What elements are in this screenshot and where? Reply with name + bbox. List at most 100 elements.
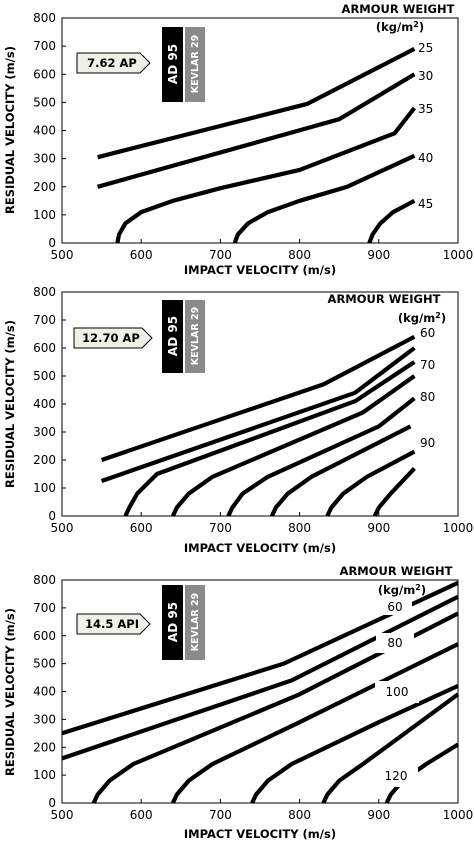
penetration-curve [232, 153, 416, 244]
frame-gap [320, 562, 474, 578]
kevlar-layer [185, 300, 205, 373]
ceramic-label: AD 95 [166, 602, 180, 642]
weight-label: 30 [418, 69, 433, 83]
ammunition-label: 7.62 AP [87, 56, 137, 70]
penetration-curve [61, 594, 459, 761]
weight-label: 70 [420, 358, 435, 372]
ammunition-tag-shape [76, 52, 151, 74]
y-tick-label: 400 [33, 124, 56, 138]
penetration-curve [250, 683, 459, 804]
weight-label: 35 [418, 102, 433, 116]
y-tick-label: 800 [33, 573, 56, 587]
kevlar-label: KEVLAR 29 [190, 307, 201, 365]
x-tick-label: 1000 [443, 808, 474, 822]
ammunition-tag: 7.62 AP [76, 52, 151, 74]
y-tick-label: 300 [33, 152, 56, 166]
legend-unit: (kg/m2) [398, 311, 446, 325]
x-tick-label: 700 [209, 808, 232, 822]
kevlar-layer [185, 27, 205, 102]
y-tick-label: 200 [33, 180, 56, 194]
ammunition-label: 12.70 AP [82, 331, 140, 345]
y-tick-label: 700 [33, 39, 56, 53]
y-tick-label: 500 [33, 657, 56, 671]
ammunition-tag: 12.70 AP [73, 327, 153, 349]
x-tick-label: 500 [51, 808, 74, 822]
chart-panel-14-5: 500 600 700 800 900 1000 0 100 200 300 400 500 600 7… [3, 562, 474, 841]
x-tick-label: 600 [130, 521, 153, 535]
x-tick-label: 900 [367, 248, 390, 262]
y-axis-label: RESIDUAL VELOCITY (m/s) [3, 46, 17, 214]
x-tick-label: 1000 [443, 248, 474, 262]
ammunition-tag-shape [73, 327, 153, 349]
armour-layers: AD 95 KEVLAR 29 [162, 300, 205, 373]
weight-label: 80 [420, 390, 435, 404]
x-tick-label: 700 [209, 521, 232, 535]
legend-title: ARMOUR WEIGHT [328, 292, 441, 306]
weight-label: 90 [420, 436, 435, 450]
penetration-curve [325, 449, 416, 517]
y-tick-label: 300 [33, 712, 56, 726]
penetration-curve [123, 360, 416, 517]
armour-layers: AD 95 KEVLAR 29 [162, 27, 205, 102]
x-tick-label: 500 [51, 521, 74, 535]
penetration-curve [170, 642, 459, 804]
weight-label: 25 [418, 41, 433, 55]
x-axis-label: IMPACT VELOCITY (m/s) [184, 827, 336, 841]
ammunition-tag: 14.5 API [76, 613, 151, 635]
weight-label: 100 [386, 685, 409, 699]
penetration-curve [100, 334, 416, 462]
chart-panel-7-62: 500 600 700 800 900 1000 0 100 200 300 400 500 600 7… [3, 0, 474, 277]
y-tick-label: 400 [33, 397, 56, 411]
penetration-curve [269, 424, 412, 517]
penetration-curve [372, 466, 416, 517]
y-tick-label: 800 [33, 11, 56, 25]
penetration-curve [91, 611, 459, 804]
kevlar-label: KEVLAR 29 [190, 35, 201, 93]
label-mask [375, 681, 419, 703]
weight-label: 40 [418, 151, 433, 165]
ceramic-label: AD 95 [166, 44, 180, 84]
legend-title: ARMOUR WEIGHT [342, 2, 455, 16]
y-tick-label: 500 [33, 369, 56, 383]
x-tick-label: 600 [130, 248, 153, 262]
y-tick-label: 100 [33, 768, 56, 782]
y-tick-label: 600 [33, 67, 56, 81]
x-tick-label: 800 [288, 521, 311, 535]
x-tick-label: 700 [209, 248, 232, 262]
y-tick-label: 500 [33, 95, 56, 109]
x-tick-label: 500 [51, 248, 74, 262]
frame-gap [300, 0, 474, 16]
x-tick-label: 900 [367, 521, 390, 535]
weight-label: 80 [387, 636, 402, 650]
y-tick-label: 400 [33, 685, 56, 699]
x-tick-label: 800 [288, 808, 311, 822]
armour-layers: AD 95 KEVLAR 29 [162, 585, 205, 660]
legend-title: ARMOUR WEIGHT [340, 564, 453, 578]
weight-label: 60 [420, 326, 435, 340]
ceramic-label: AD 95 [166, 316, 180, 356]
weight-labels: 25 30 35 40 45 [418, 41, 433, 211]
ceramic-layer [162, 585, 183, 660]
weight-label: 120 [385, 769, 408, 783]
y-tick-label: 800 [33, 285, 56, 299]
y-tick-label: 700 [33, 313, 56, 327]
kevlar-label: KEVLAR 29 [190, 593, 201, 651]
y-tick-label: 200 [33, 740, 56, 754]
penetration-curve [170, 374, 416, 517]
penetration-curve [97, 72, 416, 189]
weight-labels: 60 80 100 120 [374, 597, 419, 787]
x-tick-label: 1000 [443, 521, 474, 535]
penetration-curve [367, 198, 416, 244]
x-tick-label: 600 [130, 808, 153, 822]
label-mask [374, 765, 418, 787]
penetration-curve [321, 692, 460, 804]
penetration-curve [226, 396, 416, 517]
y-tick-label: 200 [33, 453, 56, 467]
y-tick-label: 0 [48, 509, 56, 523]
weight-label: 45 [418, 197, 433, 211]
penetration-curve [100, 346, 416, 483]
penetration-curve [97, 47, 416, 160]
weight-label: 60 [387, 600, 402, 614]
x-axis-label: IMPACT VELOCITY (m/s) [184, 263, 336, 277]
